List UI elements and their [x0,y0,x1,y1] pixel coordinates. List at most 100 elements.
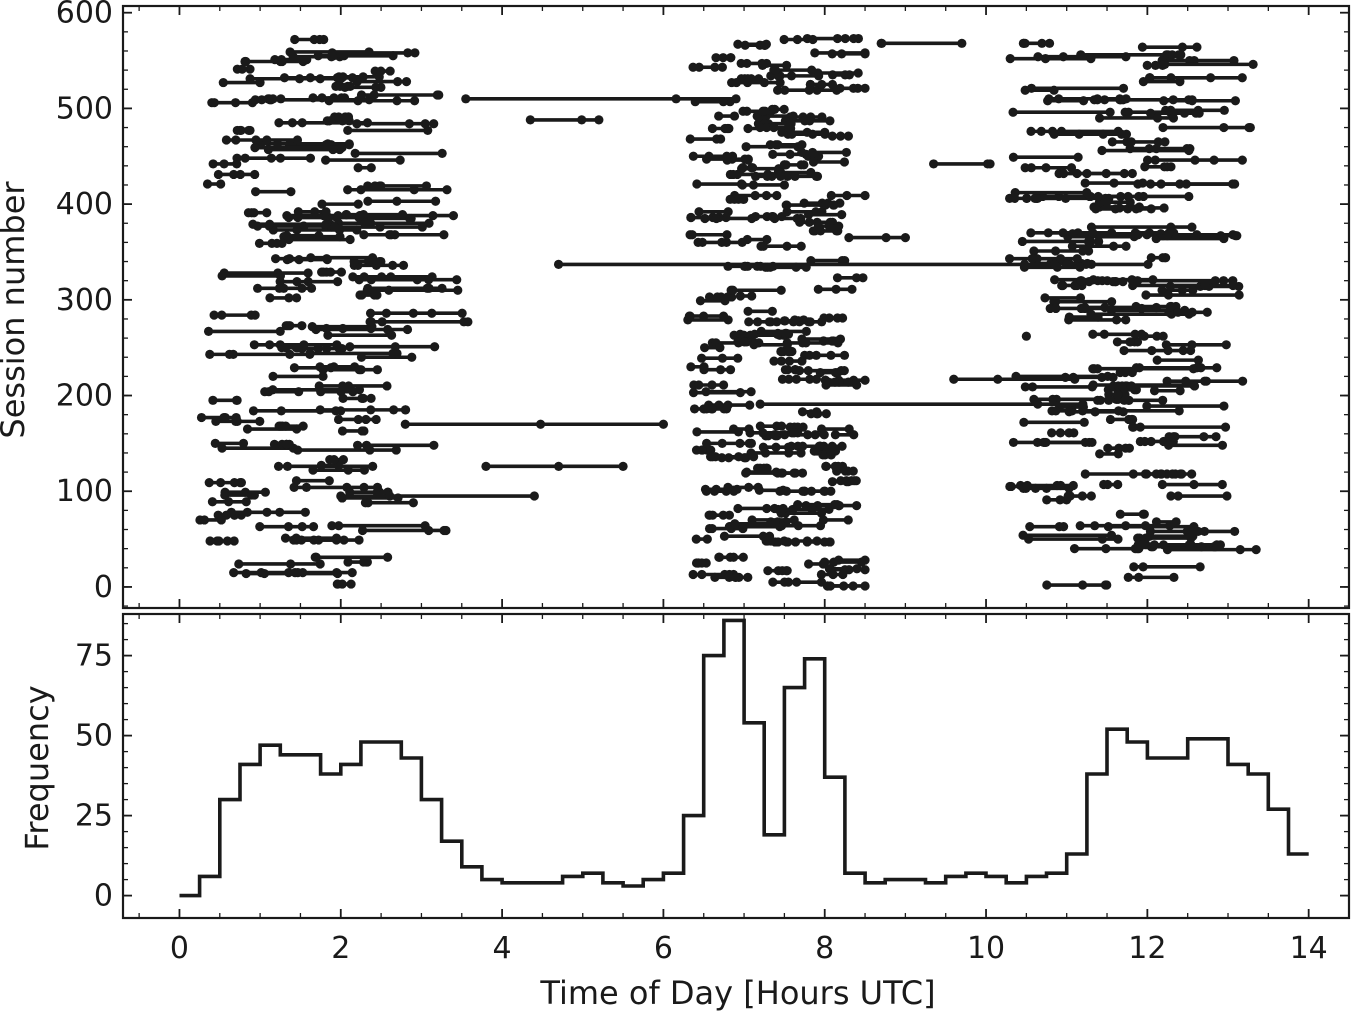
session-point [392,96,402,106]
frequency-histogram-panel: 0 2 4 6 8 10 12 14 0 25 50 75 [75,612,1351,966]
session-start-point [1059,168,1069,179]
session-point [1191,108,1201,118]
session-342 [282,255,332,265]
session-point [810,430,820,440]
session-361 [1017,236,1104,247]
session-point [400,405,410,415]
session-point [1144,228,1155,238]
session-3 [332,579,356,589]
session-start-point [1142,401,1152,411]
session-point [744,482,754,493]
session-point [798,338,808,348]
session-start-point [290,34,300,45]
session-105 [1005,481,1033,492]
session-473 [1049,129,1132,139]
session-250 [277,343,303,353]
session-end-point [729,111,740,121]
session-522 [340,82,386,92]
session-end-point [1073,152,1083,162]
session-end-point [216,515,226,525]
session-point [1130,329,1140,339]
session-start-point [816,569,827,580]
session-point [317,93,327,103]
session-start-point [1164,440,1174,450]
session-point [828,200,838,210]
session-start-point [327,521,337,531]
session-264 [1088,329,1147,339]
session-point [722,151,732,161]
session-end-point [255,416,265,426]
session-509 [1089,95,1128,105]
session-end-point [782,171,793,181]
session-point [1152,331,1162,341]
session-point [357,426,367,436]
session-point [334,112,344,122]
session-point [1022,481,1032,492]
session-157 [1164,432,1221,442]
session-409 [826,190,870,201]
session-start-point [763,566,773,576]
session-point [1150,155,1160,165]
session-end-point [1151,302,1161,313]
session-point [742,106,752,116]
session-point [1030,483,1041,493]
session-495 [1146,108,1204,118]
session-end-point [314,231,324,241]
session-175 [333,414,381,425]
session-point [1196,363,1206,373]
session-end-point [321,207,331,217]
session-start-point [1008,107,1018,117]
session-end-point [738,552,748,562]
session-end-point [1119,168,1129,179]
session-point [1128,469,1138,479]
session-point [1077,491,1087,501]
session-376 [1086,222,1197,232]
session-start-point [697,353,707,363]
session-start-point [775,486,785,496]
session-162 [692,427,744,437]
session-540 [769,65,817,75]
session-point [281,343,291,353]
session-point [282,439,292,449]
session-end-point [843,515,853,525]
session-243 [205,349,315,359]
session-82 [733,503,788,514]
session-end-point [788,111,798,121]
session-end-point [286,187,296,197]
session-end-point [452,275,462,285]
session-point [326,267,336,277]
session-151 [1008,437,1090,448]
session-start-point [810,48,820,58]
session-point [1116,95,1126,105]
session-start-point [710,572,720,582]
session-start-point [229,567,239,578]
session-end-point [1237,73,1247,83]
session-64 [327,521,430,531]
session-point [771,442,781,452]
session-start-point [1080,178,1090,188]
session-point [237,64,247,74]
session-point [839,581,849,591]
session-point [1033,399,1043,409]
session-31 [310,552,393,562]
session-start-point [695,296,706,306]
session-point [217,310,227,320]
session-point [1134,203,1144,213]
session-535 [828,70,855,80]
session-150 [210,438,249,448]
session-point [1128,422,1139,432]
session-point [877,38,887,48]
session-end-point [735,388,745,398]
session-point [1235,545,1245,555]
session-end-point [702,534,712,544]
session-point [784,374,794,384]
session-end-point [1072,254,1082,264]
session-2 [1042,580,1112,590]
session-310 [362,285,463,295]
session-end-point [1079,417,1089,427]
session-95 [1166,491,1232,501]
session-end-point [1211,432,1221,442]
session-end-point [297,321,307,331]
session-365 [844,233,910,243]
session-304 [735,291,757,301]
